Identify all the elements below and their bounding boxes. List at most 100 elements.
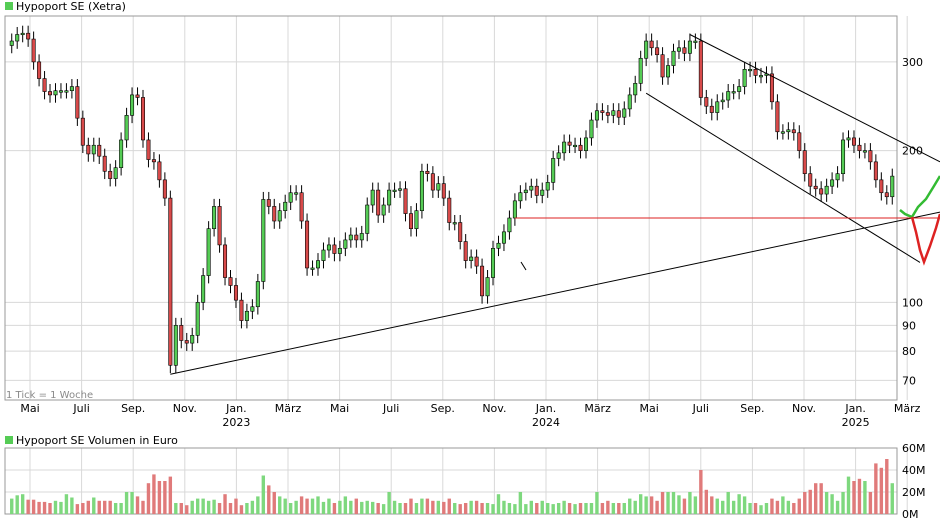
x-month-label: Nov. [792, 402, 816, 415]
volume-bar-up [502, 500, 506, 514]
x-month-label: März [584, 402, 611, 415]
candle-up [540, 189, 545, 196]
candle-up [573, 144, 578, 148]
volume-bar-down [141, 500, 145, 514]
candle-up [501, 231, 506, 244]
candle-down [447, 197, 452, 223]
candle-down [649, 40, 654, 49]
candle-up [321, 249, 326, 261]
volume-bar-up [316, 496, 320, 514]
candle-up [261, 199, 266, 282]
candle-down [769, 73, 774, 103]
volume-bar-up [398, 503, 402, 514]
candle-up [523, 189, 528, 194]
volume-y-axis: 0M 20M 40M 60M [902, 442, 926, 521]
volume-bar-up [824, 492, 829, 514]
candle-down [578, 144, 583, 151]
candle-up [58, 90, 63, 93]
candle-down [75, 86, 80, 119]
candle-up [436, 183, 441, 191]
candle-down [184, 340, 189, 344]
candle-down [655, 47, 660, 56]
volume-bar-down [874, 463, 878, 514]
candle-up [419, 170, 424, 211]
candle-down [266, 199, 271, 207]
candle-up [693, 40, 698, 43]
volume-bar-down [885, 459, 889, 514]
volume-bar-down [699, 470, 703, 514]
volume-bar-down [223, 494, 227, 514]
candle-down [534, 185, 539, 196]
volume-bar-down [305, 498, 309, 514]
volume-bar-up [748, 503, 752, 514]
y-tick-label: 90 [902, 319, 916, 332]
candle-up [119, 139, 124, 168]
volume-bar-up [310, 498, 315, 514]
volume-bar-down [770, 498, 774, 514]
price-frame [4, 15, 898, 401]
volume-bar-down [228, 503, 233, 514]
volume-bar-up [381, 504, 386, 514]
volume-bar-up [518, 492, 523, 514]
volume-bar-up [245, 503, 249, 514]
volume-bar-up [742, 496, 747, 514]
candle-up [9, 40, 14, 46]
volume-bar-up [321, 501, 326, 514]
candle-down [868, 150, 873, 163]
volume-bar-down [403, 503, 408, 514]
volume-bar-up [64, 494, 69, 514]
price-grid [5, 16, 908, 400]
candle-down [140, 97, 145, 141]
volume-bar-down [535, 503, 539, 514]
volume-bar-up [556, 503, 561, 514]
volume-bar-down [857, 478, 862, 514]
volume-bar-down [814, 483, 818, 514]
y-tick-label: 200 [902, 145, 923, 158]
candle-down [179, 325, 184, 341]
candle-down [305, 220, 310, 269]
candle-up [201, 275, 206, 303]
candle-down [228, 277, 233, 286]
x-year-label: 2023 [222, 416, 250, 429]
candle-up [742, 69, 747, 87]
volume-bar-down [474, 500, 479, 514]
volume-bar-down [75, 504, 80, 514]
candle-down [698, 40, 703, 98]
volume-bar-up [278, 496, 282, 514]
volume-bar-down [600, 503, 605, 514]
volume-bar-up [365, 500, 369, 514]
candle-up [633, 83, 638, 96]
volume-bar-up [644, 496, 648, 514]
volume-bar-up [174, 503, 178, 514]
volume-bar-up [250, 500, 255, 514]
volume-bar-down [710, 496, 714, 514]
candle-up [359, 233, 364, 241]
x-month-label: Nov. [482, 402, 506, 415]
volume-bar-up [638, 494, 643, 514]
candle-down [217, 206, 222, 246]
volume-bar-up [92, 497, 96, 514]
volume-bar-up [10, 498, 14, 514]
projection-down-path [910, 213, 940, 266]
candle-up [337, 248, 342, 254]
candle-up [676, 47, 681, 52]
volume-bar-down [463, 503, 468, 514]
volume-bar-down [234, 498, 238, 514]
support-trendline [170, 211, 940, 375]
candle-up [562, 141, 567, 154]
candle-up [583, 137, 588, 151]
x-year-label: 2025 [842, 416, 870, 429]
volume-bar-down [42, 501, 47, 514]
volume-bar-up [53, 500, 58, 514]
candle-up [786, 129, 791, 133]
volume-bar-up [693, 496, 698, 514]
candle-up [507, 217, 512, 233]
volume-bar-up [677, 495, 681, 514]
candle-up [671, 50, 676, 66]
volume-bar-up [584, 503, 588, 514]
candle-down [458, 222, 463, 242]
volume-bar-up [573, 504, 577, 514]
candle-up [545, 182, 550, 191]
candle-up [255, 281, 260, 308]
volume-bar-down [146, 483, 151, 514]
